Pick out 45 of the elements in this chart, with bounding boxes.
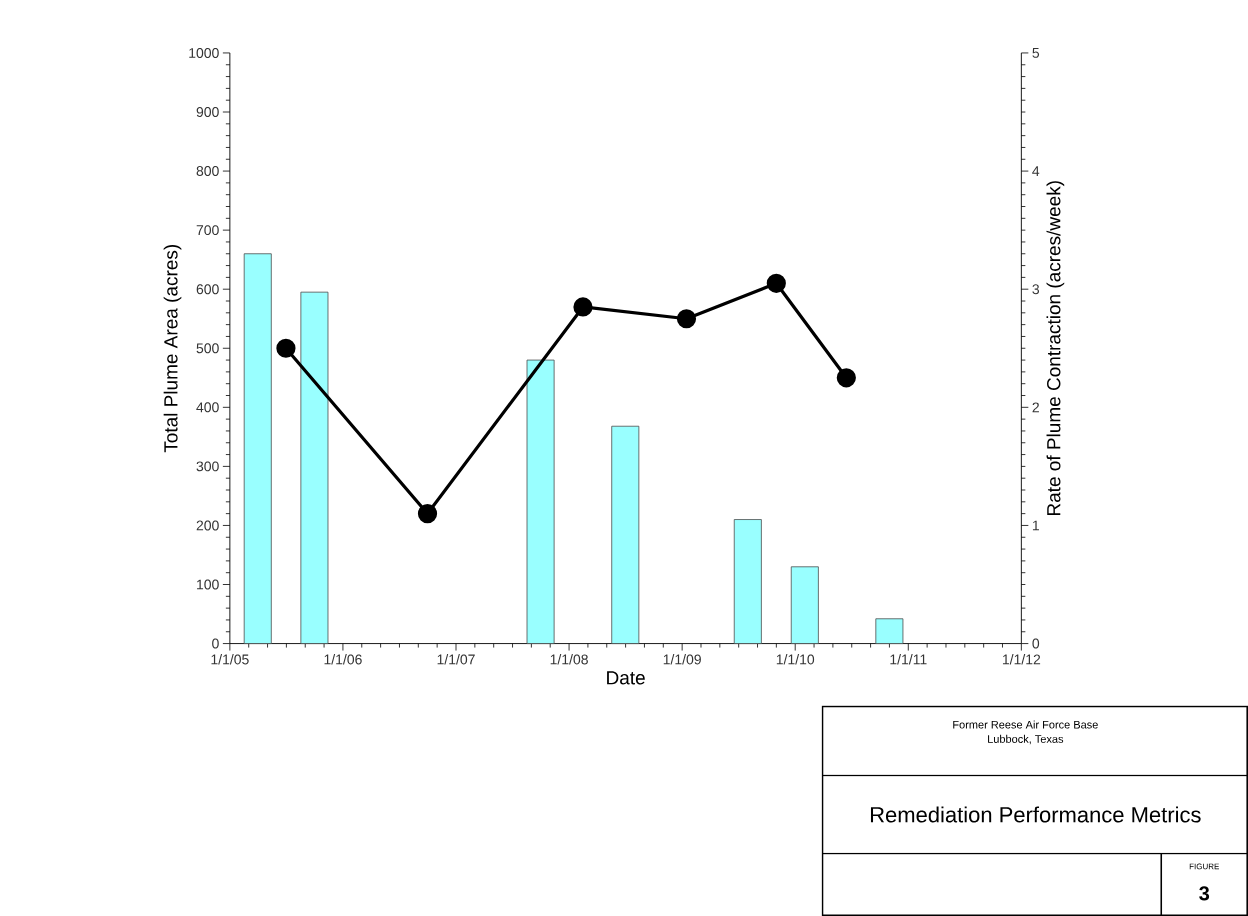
x-tick-label: 1/1/11: [890, 654, 927, 665]
bar: [300, 291, 329, 644]
y2-tick-label: 3: [1032, 284, 1040, 295]
y2-tick-label: 0: [1032, 638, 1040, 649]
y-tick-label: 700: [196, 225, 219, 235]
x-tick-label: 1/1/06: [324, 654, 362, 665]
y-tick-label: 400: [196, 402, 219, 413]
bar: [243, 253, 272, 644]
y2-axis-title: Rate of Plume Contraction (acres/week): [1046, 181, 1065, 515]
y-tick-label: 500: [196, 343, 219, 354]
point: [676, 309, 697, 329]
bar: [526, 359, 555, 644]
point: [836, 368, 856, 388]
x-tick-label: 1/1/05: [211, 654, 249, 665]
x-tick-label: 1/1/08: [550, 654, 588, 665]
x-tick-label: 1/1/09: [663, 654, 701, 665]
y-tick-label: 200: [196, 520, 219, 531]
y-tick-label: 800: [196, 166, 219, 176]
bar: [733, 519, 762, 644]
point: [417, 503, 438, 524]
y2-tick-label: 2: [1032, 402, 1039, 413]
y-tick-label: 1000: [189, 47, 219, 58]
x-tick-label: 1/1/10: [776, 654, 815, 665]
text: Former Reese Air Force Base: [953, 720, 1098, 729]
bar: [875, 618, 904, 644]
x-tick-label: 1/1/12: [1002, 654, 1041, 665]
y-tick-label: 900: [196, 106, 219, 117]
text: Remediation Performance Metrics: [870, 806, 1201, 823]
y-axis-title: Total Plume Area (acres): [163, 244, 182, 453]
y-tick-label: 100: [197, 579, 219, 590]
bar: [790, 566, 819, 644]
y-tick-label: 600: [196, 284, 219, 295]
x-tick-label: 1/1/07: [437, 654, 475, 665]
y2-tick-label: 5: [1032, 47, 1040, 58]
text: Lubbock, Texas: [988, 734, 1064, 745]
point: [766, 273, 786, 293]
x-axis-title: Date: [607, 671, 645, 685]
point: [573, 297, 593, 317]
y2-tick-label: 1: [1032, 520, 1039, 531]
y-tick-label: 300: [196, 461, 219, 472]
y-tick-label: 0: [212, 638, 219, 649]
bar: [611, 425, 640, 644]
text: 3: [1199, 886, 1210, 901]
point: [276, 338, 296, 358]
y2-tick-label: 4: [1032, 166, 1040, 176]
